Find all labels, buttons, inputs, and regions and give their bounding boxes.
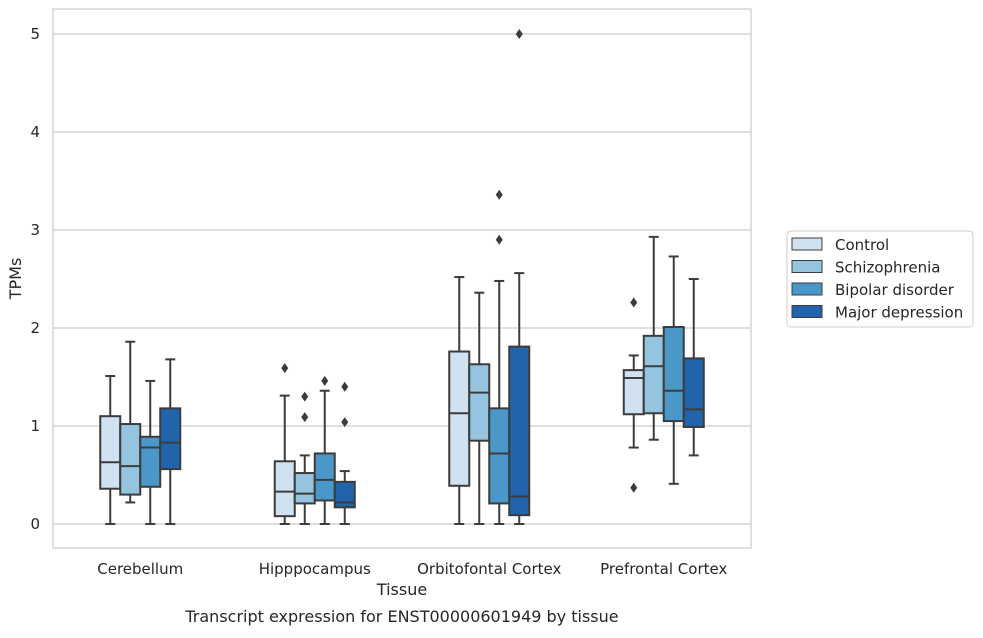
box-major-depression	[508, 29, 531, 525]
x-axis-label: Tissue	[376, 580, 427, 599]
box-iqr	[159, 407, 182, 471]
x-tick-label: Prefrontal Cortex	[600, 560, 727, 578]
box-iqr	[642, 334, 665, 415]
box-iqr	[293, 472, 316, 505]
outlier-point	[515, 29, 523, 39]
box-schizophrenia	[468, 291, 491, 525]
box-major-depression	[333, 381, 356, 525]
box-iqr	[333, 480, 356, 509]
box-major-depression	[682, 278, 705, 457]
outlier-point	[630, 297, 638, 308]
box-major-depression	[159, 358, 182, 525]
outlier-point	[321, 375, 329, 386]
box-iqr	[313, 452, 336, 502]
box-control	[99, 375, 122, 525]
legend-label: Schizophrenia	[835, 259, 940, 277]
outlier-point	[341, 381, 349, 392]
box-bipolar-disorder	[488, 189, 511, 525]
y-axis-label: TPMs	[6, 258, 25, 301]
y-tick-label: 4	[30, 123, 40, 141]
box-iqr	[468, 363, 491, 442]
box-iqr	[273, 460, 296, 518]
box-control	[273, 363, 296, 525]
legend-swatch	[791, 282, 823, 296]
legend-swatch	[791, 260, 823, 273]
box-schizophrenia	[642, 235, 665, 441]
box-iqr	[448, 350, 471, 487]
outlier-point	[341, 417, 349, 428]
box-iqr	[119, 423, 142, 496]
legend-swatch	[791, 305, 823, 318]
chart-title: Transcript expression for ENST0000060194…	[184, 607, 618, 626]
x-tick-label: Orbitofontal Cortex	[417, 560, 561, 578]
y-tick-label: 0	[30, 515, 40, 533]
plot-frame	[52, 8, 752, 549]
box-schizophrenia	[119, 340, 142, 504]
box-iqr	[99, 415, 122, 490]
legend-label: Bipolar disorder	[835, 281, 955, 299]
outlier-point	[495, 189, 503, 200]
outlier-point	[495, 234, 503, 245]
outlier-point	[630, 482, 638, 493]
box-schizophrenia	[293, 391, 316, 525]
x-tick-label: Cerebellum	[97, 560, 183, 578]
box-bipolar-disorder	[662, 255, 685, 485]
outlier-point	[301, 412, 309, 423]
legend-label: Control	[835, 236, 889, 254]
box-iqr	[488, 407, 511, 505]
outlier-point	[301, 391, 309, 402]
box-bipolar-disorder	[139, 379, 162, 525]
box-iqr	[662, 326, 685, 423]
box-iqr	[139, 435, 162, 488]
legend-frame	[786, 230, 974, 328]
box-iqr	[622, 369, 645, 416]
outlier-point	[281, 363, 289, 374]
y-tick-label: 3	[30, 221, 40, 239]
y-tick-label: 1	[30, 417, 40, 435]
y-tick-label: 5	[30, 25, 40, 43]
legend-label: Major depression	[835, 304, 963, 322]
box-control	[622, 297, 645, 493]
box-control	[448, 276, 471, 525]
tick-labels: 0 1 2 3 4 5 Cerebellum Hipppocampus Orbitofontal…	[30, 25, 727, 578]
box-iqr	[508, 345, 531, 517]
x-tick-label: Hipppocampus	[259, 560, 371, 578]
legend: Control Schizophrenia Bipolar disorder Majo…	[786, 230, 974, 328]
box-bipolar-disorder	[313, 375, 336, 525]
y-tick-label: 2	[30, 319, 40, 337]
boxes-layer	[99, 29, 705, 525]
legend-swatch	[791, 237, 823, 251]
box-iqr	[682, 357, 705, 428]
